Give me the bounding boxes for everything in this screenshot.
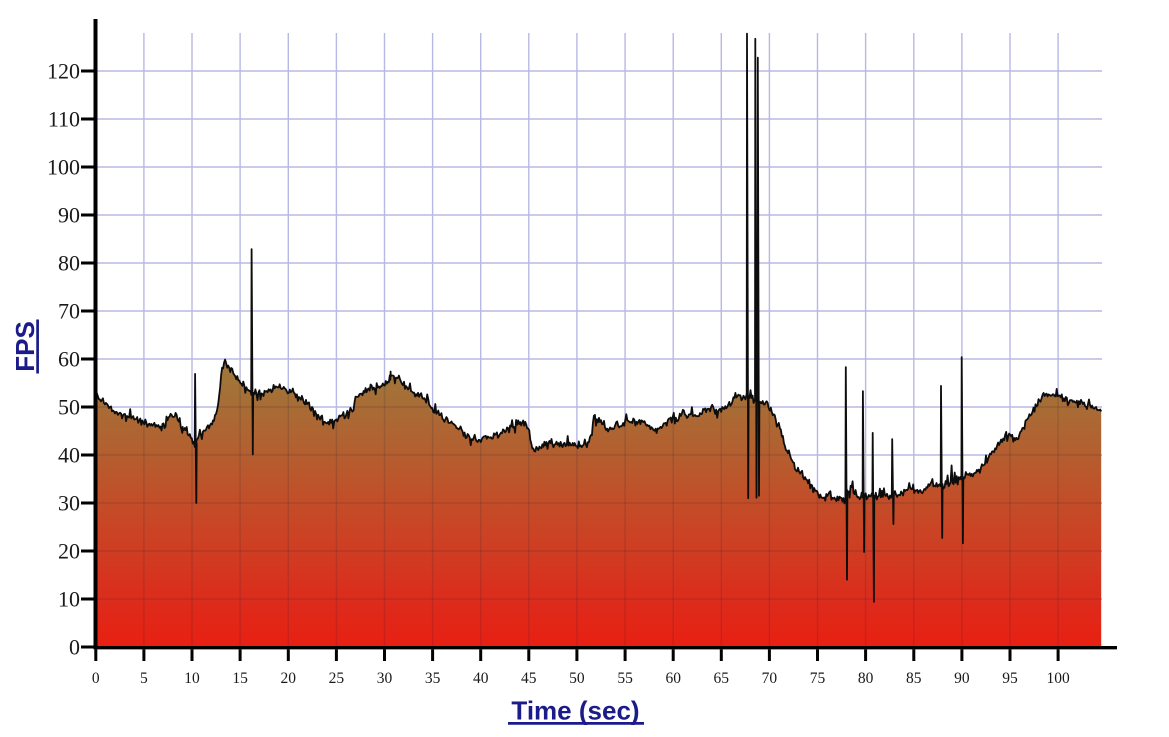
svg-text:60: 60	[665, 670, 681, 687]
svg-text:70: 70	[58, 299, 80, 324]
svg-text:35: 35	[425, 670, 441, 687]
svg-text:25: 25	[329, 670, 345, 687]
svg-text:95: 95	[1002, 670, 1018, 687]
svg-text:10: 10	[184, 670, 200, 687]
svg-text:30: 30	[377, 670, 393, 687]
svg-text:65: 65	[714, 670, 730, 687]
svg-text:100: 100	[47, 155, 80, 180]
svg-text:0: 0	[69, 635, 80, 660]
svg-text:FPS: FPS	[10, 321, 40, 372]
svg-text:45: 45	[521, 670, 537, 687]
svg-text:50: 50	[569, 670, 585, 687]
svg-text:30: 30	[58, 491, 80, 516]
svg-text:40: 40	[58, 443, 80, 468]
svg-text:Time (sec): Time (sec)	[511, 696, 639, 726]
svg-text:60: 60	[58, 347, 80, 372]
svg-text:90: 90	[954, 670, 970, 687]
svg-text:90: 90	[58, 203, 80, 228]
svg-text:50: 50	[58, 395, 80, 420]
svg-text:70: 70	[762, 670, 778, 687]
svg-text:85: 85	[906, 670, 922, 687]
svg-text:10: 10	[58, 587, 80, 612]
svg-text:15: 15	[232, 670, 248, 687]
svg-text:120: 120	[47, 59, 80, 84]
svg-text:0: 0	[92, 670, 100, 687]
svg-text:80: 80	[58, 251, 80, 276]
svg-text:75: 75	[810, 670, 826, 687]
svg-text:100: 100	[1046, 670, 1070, 687]
svg-text:40: 40	[473, 670, 489, 687]
svg-text:55: 55	[617, 670, 633, 687]
svg-text:5: 5	[140, 670, 148, 687]
svg-text:110: 110	[48, 107, 80, 132]
svg-text:20: 20	[58, 539, 80, 564]
svg-text:20: 20	[281, 670, 297, 687]
svg-text:80: 80	[858, 670, 874, 687]
